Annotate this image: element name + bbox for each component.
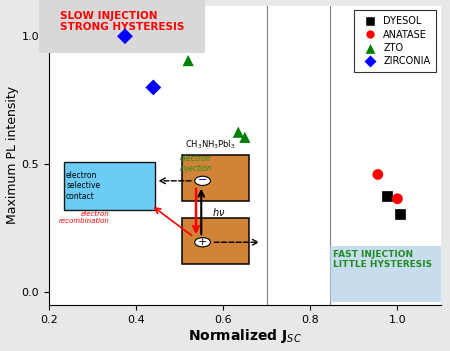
Circle shape (195, 176, 211, 185)
FancyBboxPatch shape (182, 155, 249, 201)
Point (394, 196, 401, 201)
Point (241, 134, 248, 140)
Text: electron
injection: electron injection (180, 154, 212, 173)
Point (374, 172, 382, 177)
Point (150, 85, 157, 90)
Point (122, 33, 129, 39)
Text: −: − (198, 176, 207, 185)
Text: electron
selective
contact: electron selective contact (66, 171, 100, 201)
Legend: DYESOL, ANATASE, ZTO, ZIRCONIA: DYESOL, ANATASE, ZTO, ZIRCONIA (354, 11, 436, 72)
Point (184, 58, 192, 64)
Y-axis label: Maximum PL intensity: Maximum PL intensity (5, 86, 18, 224)
Text: CH$_3$NH$_3$PbI$_3$: CH$_3$NH$_3$PbI$_3$ (184, 138, 235, 151)
X-axis label: Normalized J$_{SC}$: Normalized J$_{SC}$ (188, 327, 302, 345)
Point (383, 193, 390, 199)
Text: $h\nu$: $h\nu$ (212, 206, 225, 218)
Text: FAST INJECTION
LITTLE HYSTERESIS: FAST INJECTION LITTLE HYSTERESIS (333, 250, 432, 269)
FancyBboxPatch shape (182, 218, 249, 264)
Text: electron
recombination: electron recombination (59, 211, 110, 224)
FancyBboxPatch shape (64, 162, 156, 210)
Text: +: + (198, 237, 207, 247)
Point (396, 211, 403, 217)
FancyBboxPatch shape (330, 246, 443, 302)
Point (235, 130, 242, 135)
Text: SLOW INJECTION
STRONG HYSTERESIS: SLOW INJECTION STRONG HYSTERESIS (59, 11, 184, 32)
Circle shape (195, 238, 211, 247)
